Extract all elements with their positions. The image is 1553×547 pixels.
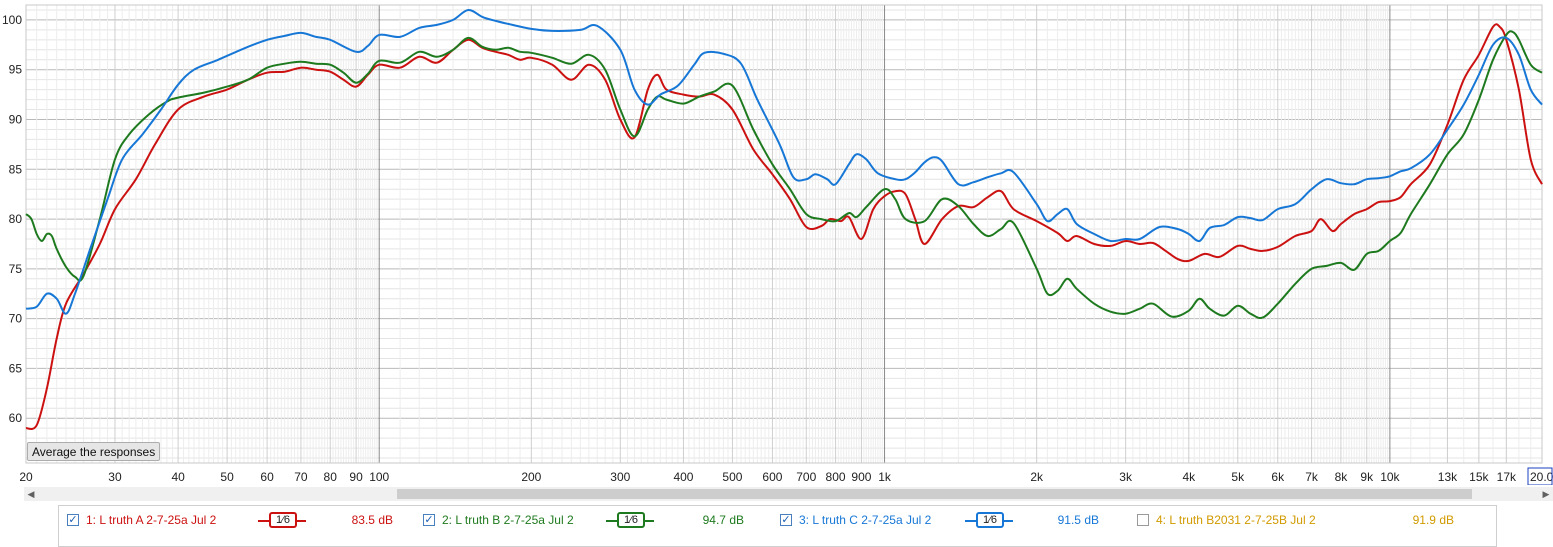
x-tick-label: 900 bbox=[851, 470, 871, 484]
x-tick-label: 400 bbox=[673, 470, 693, 484]
x-tick-label: 6k bbox=[1271, 470, 1285, 484]
x-tick-label: 3k bbox=[1119, 470, 1133, 484]
x-tick-label: 200 bbox=[521, 470, 541, 484]
x-tick-label: 700 bbox=[796, 470, 816, 484]
average-responses-button[interactable]: Average the responses bbox=[27, 442, 161, 461]
x-tick-label: 2k bbox=[1030, 470, 1044, 484]
series-line-3 bbox=[25, 8, 1543, 315]
legend-checkbox-2[interactable]: ✓ bbox=[423, 514, 435, 526]
x-tick-label: 300 bbox=[610, 470, 630, 484]
y-tick-label: 75 bbox=[9, 262, 23, 276]
response-curves bbox=[25, 8, 1543, 430]
y-tick-label: 70 bbox=[9, 312, 23, 326]
x-tick-label: 500 bbox=[722, 470, 742, 484]
scroll-right-icon[interactable]: ▶ bbox=[1542, 489, 1550, 499]
x-axis-cursor-box bbox=[1527, 467, 1553, 485]
series-line-1 bbox=[25, 23, 1543, 430]
smoothing-label-2: 1⁄6 bbox=[617, 512, 645, 528]
legend-value-3: 91.5 dB bbox=[1057, 513, 1099, 527]
x-tick-label: 15k bbox=[1469, 470, 1489, 484]
legend-checkbox-1[interactable]: ✓ bbox=[67, 514, 79, 526]
x-tick-label: 800 bbox=[826, 470, 846, 484]
smoothing-label-1: 1⁄6 bbox=[269, 512, 297, 528]
legend-label-2: 2: L truth B 2-7-25a Jul 2 bbox=[442, 513, 574, 527]
x-tick-label: 13k bbox=[1438, 470, 1458, 484]
legend-value-1: 83.5 dB bbox=[351, 513, 393, 527]
legend-label-1: 1: L truth A 2-7-25a Jul 2 bbox=[86, 513, 217, 527]
scroll-thumb[interactable] bbox=[397, 489, 1472, 499]
x-tick-label: 90 bbox=[349, 470, 363, 484]
y-tick-label: 100 bbox=[2, 13, 22, 27]
x-tick-label: 80 bbox=[324, 470, 338, 484]
smoothing-button-3[interactable]: 1⁄6 bbox=[965, 512, 1013, 530]
y-axis-labels: 60 65 70 75 80 85 90 95 100 bbox=[2, 13, 22, 425]
plot-frame bbox=[25, 4, 1543, 464]
smoothing-button-1[interactable]: 1⁄6 bbox=[258, 512, 306, 530]
legend-value-2: 94.7 dB bbox=[702, 513, 744, 527]
x-tick-label: 20.0k bbox=[1530, 470, 1553, 484]
legend-value-4: 91.9 dB bbox=[1412, 513, 1454, 527]
x-tick-label: 9k bbox=[1360, 470, 1374, 484]
x-tick-label: 8k bbox=[1335, 470, 1349, 484]
x-tick-label: 600 bbox=[762, 470, 782, 484]
x-tick-label: 5k bbox=[1231, 470, 1245, 484]
legend-label-4: 4: L truth B2031 2-7-25B Jul 2 bbox=[1156, 513, 1316, 527]
scroll-left-icon[interactable]: ◀ bbox=[27, 489, 35, 499]
grid-lines bbox=[25, 4, 1543, 464]
y-tick-label: 90 bbox=[9, 113, 23, 127]
x-axis-labels: 20 30 40 50 60 70 80 90 100 200 300 400 500 600 700 800… bbox=[19, 470, 1553, 484]
y-tick-label: 85 bbox=[9, 162, 23, 176]
y-tick-label: 95 bbox=[9, 63, 23, 77]
x-tick-label: 40 bbox=[171, 470, 185, 484]
measurement-legend: ✓ 1: L truth A 2-7-25a Jul 2 1⁄6 83.5 dB… bbox=[58, 505, 1497, 547]
horizontal-scrollbar[interactable]: ◀ ▶ bbox=[24, 487, 1553, 501]
x-tick-label: 17k bbox=[1497, 470, 1517, 484]
legend-checkbox-4[interactable] bbox=[1137, 514, 1149, 526]
x-tick-label: 60 bbox=[260, 470, 274, 484]
y-tick-label: 60 bbox=[9, 411, 23, 425]
x-tick-label: 1k bbox=[878, 470, 892, 484]
legend-checkbox-3[interactable]: ✓ bbox=[780, 514, 792, 526]
x-tick-label: 50 bbox=[220, 470, 234, 484]
x-tick-label: 30 bbox=[108, 470, 122, 484]
legend-label-3: 3: L truth C 2-7-25a Jul 2 bbox=[799, 513, 932, 527]
smoothing-button-2[interactable]: 1⁄6 bbox=[606, 512, 654, 530]
y-tick-label: 80 bbox=[9, 212, 23, 226]
x-tick-label: 20 bbox=[19, 470, 33, 484]
y-tick-label: 65 bbox=[9, 361, 23, 375]
x-tick-label: 100 bbox=[369, 470, 389, 484]
series-line-2 bbox=[25, 30, 1543, 319]
x-tick-label: 70 bbox=[294, 470, 308, 484]
x-tick-label: 10k bbox=[1380, 470, 1400, 484]
x-tick-label: 7k bbox=[1305, 470, 1319, 484]
smoothing-label-3: 1⁄6 bbox=[976, 512, 1004, 528]
x-tick-label: 4k bbox=[1182, 470, 1196, 484]
